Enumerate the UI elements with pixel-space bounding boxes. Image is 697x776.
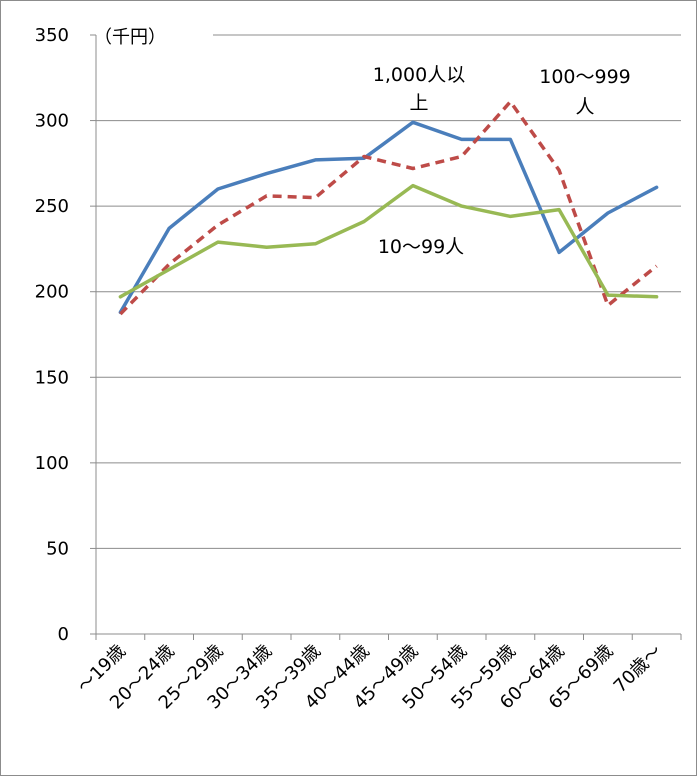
series-label: 1,000人以	[373, 64, 465, 86]
series-label: 上	[409, 92, 428, 114]
series-label: 100〜999	[539, 66, 631, 88]
y-tick-labels: 0 50 100 150 200 250 300 350	[35, 25, 69, 645]
x-tick-labels: 〜19歳20〜24歳25〜29歳30〜34歳35〜39歳40〜44歳45〜49歳…	[73, 641, 666, 714]
unit-label: （千円）	[94, 27, 166, 48]
series-label: 人	[575, 96, 594, 118]
x-tick-label: 70歳〜	[610, 641, 667, 698]
y-tick-label: 100	[35, 453, 69, 474]
series-line	[119, 99, 658, 316]
gridlines	[96, 34, 681, 549]
y-tick-label: 50	[46, 538, 69, 559]
series-line	[118, 120, 659, 315]
y-tick-label: 200	[35, 282, 69, 303]
series-lines	[118, 99, 659, 316]
y-tick-label: 350	[35, 25, 69, 46]
axes	[90, 34, 682, 640]
y-tick-label: 0	[58, 624, 69, 645]
y-tick-label: 150	[35, 367, 69, 388]
series-label: 10〜99人	[378, 236, 464, 258]
y-tick-label: 250	[35, 196, 69, 217]
series-line	[118, 183, 659, 299]
y-tick-label: 300	[35, 111, 69, 132]
